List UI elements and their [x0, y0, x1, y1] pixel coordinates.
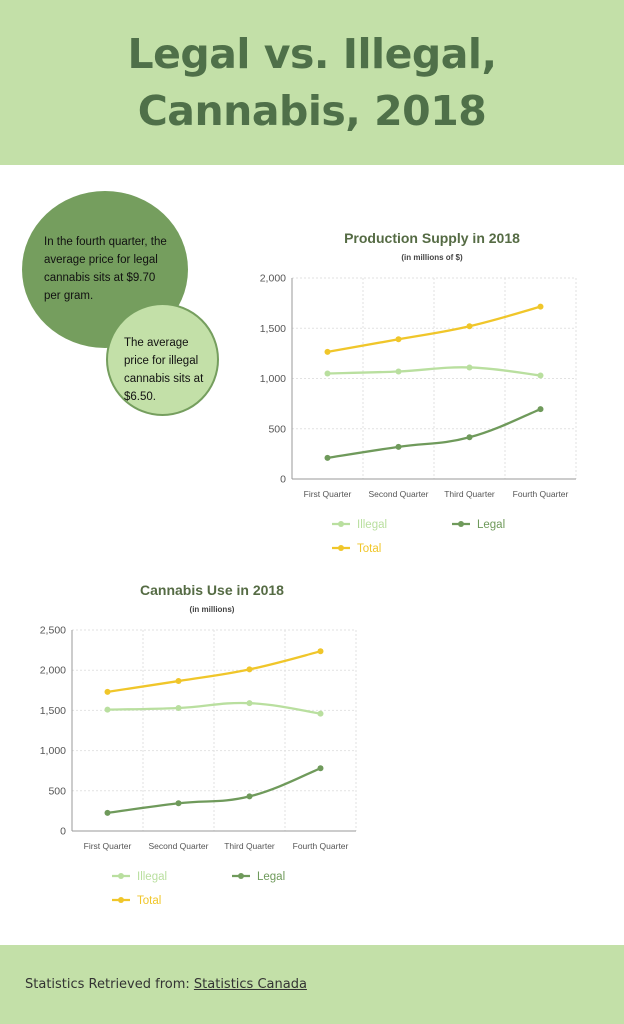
data-point-illegal	[324, 370, 331, 377]
y-tick-label: 1,500	[260, 323, 286, 335]
series-line-illegal	[107, 701, 321, 715]
data-point-illegal	[246, 700, 253, 707]
y-tick-label: 2,500	[40, 625, 66, 637]
data-point-total	[175, 678, 182, 685]
data-point-illegal	[317, 710, 324, 717]
x-tick-label: First Quarter	[84, 841, 132, 851]
x-tick-label: Fourth Quarter	[293, 841, 349, 851]
page-title: Legal vs. Illegal, Cannabis, 2018	[127, 29, 497, 135]
footer: Statistics Retrieved from: Statistics Ca…	[0, 945, 624, 1024]
legend-marker-illegal	[118, 873, 124, 879]
legend-label-illegal: Illegal	[357, 519, 387, 531]
legal-price-bubble: In the fourth quarter, the average price…	[22, 191, 188, 348]
illegal-price-text: The average price for illegal cannabis s…	[124, 337, 204, 403]
data-point-legal	[324, 454, 331, 461]
legend-label-legal: Legal	[257, 871, 285, 883]
data-point-illegal	[466, 364, 473, 371]
statistics-canada-link[interactable]: Statistics Canada	[193, 977, 307, 992]
chart-title: Cannabis Use in 2018	[140, 582, 284, 598]
legal-price-text: In the fourth quarter, the average price…	[44, 236, 167, 302]
legend-label-legal: Legal	[477, 519, 505, 531]
header-banner: Legal vs. Illegal, Cannabis, 2018	[0, 0, 624, 165]
legend-marker-legal	[238, 873, 244, 879]
x-tick-label: Third Quarter	[224, 841, 275, 851]
data-point-total	[317, 648, 324, 655]
data-point-total	[104, 688, 111, 695]
data-point-legal	[395, 443, 402, 450]
y-tick-label: 1,000	[260, 373, 286, 385]
legend-label-illegal: Illegal	[137, 871, 167, 883]
data-point-legal	[246, 793, 253, 800]
series-line-illegal	[327, 366, 541, 377]
y-tick-label: 0	[60, 826, 66, 838]
production-supply-chart: Production Supply in 2018 (in millions o…	[240, 220, 624, 565]
data-point-legal	[466, 434, 473, 441]
legend-label-total: Total	[137, 895, 161, 907]
x-tick-label: Second Quarter	[368, 489, 428, 499]
data-point-legal	[104, 809, 111, 816]
y-tick-label: 500	[268, 423, 286, 435]
y-tick-label: 2,000	[40, 665, 66, 677]
y-tick-label: 1,000	[40, 745, 66, 757]
data-point-total	[246, 666, 253, 673]
footer-source: Statistics Retrieved from: Statistics Ca…	[25, 977, 307, 992]
data-point-total	[537, 303, 544, 310]
chart-title: Production Supply in 2018	[344, 230, 520, 246]
y-tick-label: 500	[48, 785, 66, 797]
x-tick-label: First Quarter	[304, 489, 352, 499]
series-line-total	[327, 305, 541, 353]
data-point-total	[395, 336, 402, 343]
chart-subtitle: (in millions)	[189, 605, 235, 614]
legend-marker-legal	[458, 521, 464, 527]
legend-marker-total	[118, 897, 124, 903]
footer-prefix: Statistics Retrieved from:	[25, 977, 194, 992]
legend-marker-illegal	[338, 521, 344, 527]
data-point-illegal	[104, 706, 111, 713]
data-point-legal	[317, 765, 324, 772]
data-point-total	[324, 348, 331, 355]
cannabis-use-chart: Cannabis Use in 2018 (in millions) 0 500 1…	[20, 572, 404, 917]
illegal-price-bubble: The average price for illegal cannabis s…	[106, 303, 219, 416]
x-tick-label: Fourth Quarter	[513, 489, 569, 499]
y-tick-label: 2,000	[260, 273, 286, 285]
x-tick-label: Second Quarter	[148, 841, 208, 851]
data-point-legal	[175, 800, 182, 807]
cannabis-use-plot: 0 500 1,000 1,500 2,000 2,500 First Quarter Sec…	[40, 625, 357, 907]
x-tick-label: Third Quarter	[444, 489, 495, 499]
y-tick-label: 1,500	[40, 705, 66, 717]
data-point-illegal	[537, 372, 544, 379]
data-point-total	[466, 323, 473, 330]
legend-label-total: Total	[357, 543, 381, 555]
series-line-total	[107, 650, 321, 694]
data-point-illegal	[395, 368, 402, 375]
data-point-legal	[537, 406, 544, 413]
series-line-legal	[327, 408, 541, 460]
legend-marker-total	[338, 545, 344, 551]
series-line-legal	[107, 767, 321, 815]
data-point-illegal	[175, 704, 182, 711]
production-supply-plot: 0 500 1,000 1,500 2,000 First Quarter Second Q…	[260, 273, 577, 555]
y-tick-label: 0	[280, 474, 286, 486]
chart-subtitle: (in millions of $)	[401, 253, 463, 262]
